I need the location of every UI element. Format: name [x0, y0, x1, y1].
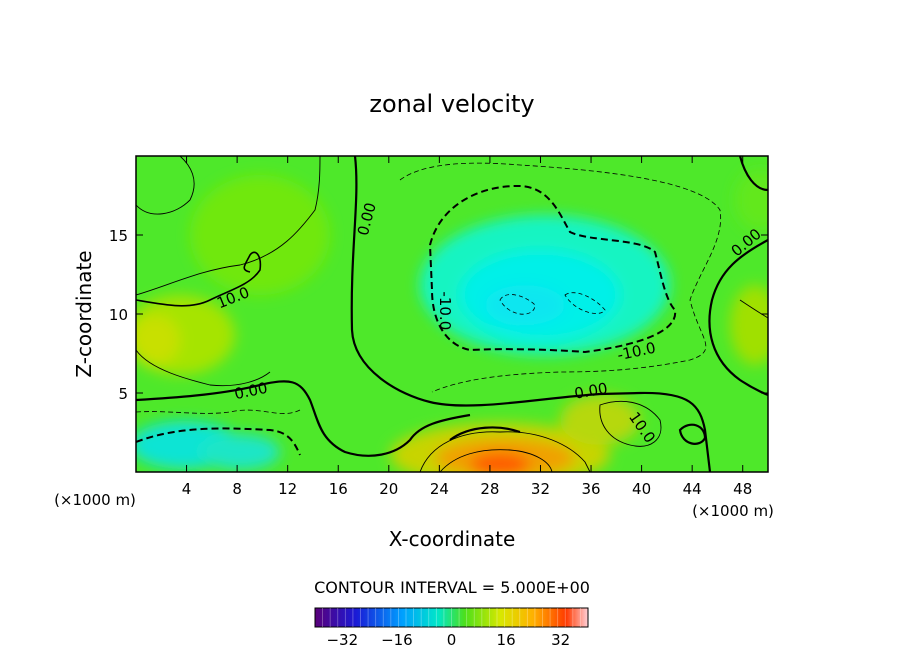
chart-title: zonal velocity: [369, 90, 534, 118]
colorbar-tick-label: −16: [381, 631, 413, 649]
x-tick-label: 24: [430, 480, 449, 498]
x-tick-label: 48: [733, 480, 752, 498]
y-tick-label: 10: [109, 306, 128, 324]
contour-interval-text: CONTOUR INTERVAL = 5.000E+00: [314, 578, 590, 597]
colorbar-tick-label: 16: [497, 631, 516, 649]
x-tick-label: 32: [531, 480, 550, 498]
x-tick-label: 4: [182, 480, 192, 498]
colorbar-tick-label: 32: [551, 631, 570, 649]
x-unit-left: (×1000 m): [54, 491, 136, 509]
x-tick-label: 16: [329, 480, 348, 498]
x-tick-label: 36: [581, 480, 600, 498]
x-tick-label: 12: [278, 480, 297, 498]
y-tick-label: 5: [118, 385, 128, 403]
x-unit-right: (×1000 m): [692, 502, 774, 520]
x-tick-label: 44: [683, 480, 702, 498]
x-tick-label: 20: [379, 480, 398, 498]
x-axis-ticks: 4 8 12 16 20 24 28 32 36 40 44 48: [182, 156, 752, 498]
colorbar-ticks: −32 −16 0 16 32: [326, 631, 570, 649]
colorbar-tick-label: 0: [447, 631, 457, 649]
colorbar-tick-label: −32: [326, 631, 358, 649]
contour-lines: [136, 156, 768, 472]
y-tick-label: 15: [109, 227, 128, 245]
x-axis-label: X-coordinate: [389, 527, 516, 551]
contour-label: -10.0: [436, 291, 454, 330]
y-axis-ticks: 5 10 15: [109, 227, 768, 403]
y-axis-label: Z-coordinate: [72, 250, 96, 377]
x-tick-label: 8: [232, 480, 242, 498]
x-tick-label: 28: [480, 480, 499, 498]
colorbar-segments: [322, 608, 581, 627]
contour-label: 0.00: [573, 379, 609, 403]
colorbar: [314, 607, 589, 628]
velocity-field: [136, 156, 768, 472]
x-tick-label: 40: [632, 480, 651, 498]
